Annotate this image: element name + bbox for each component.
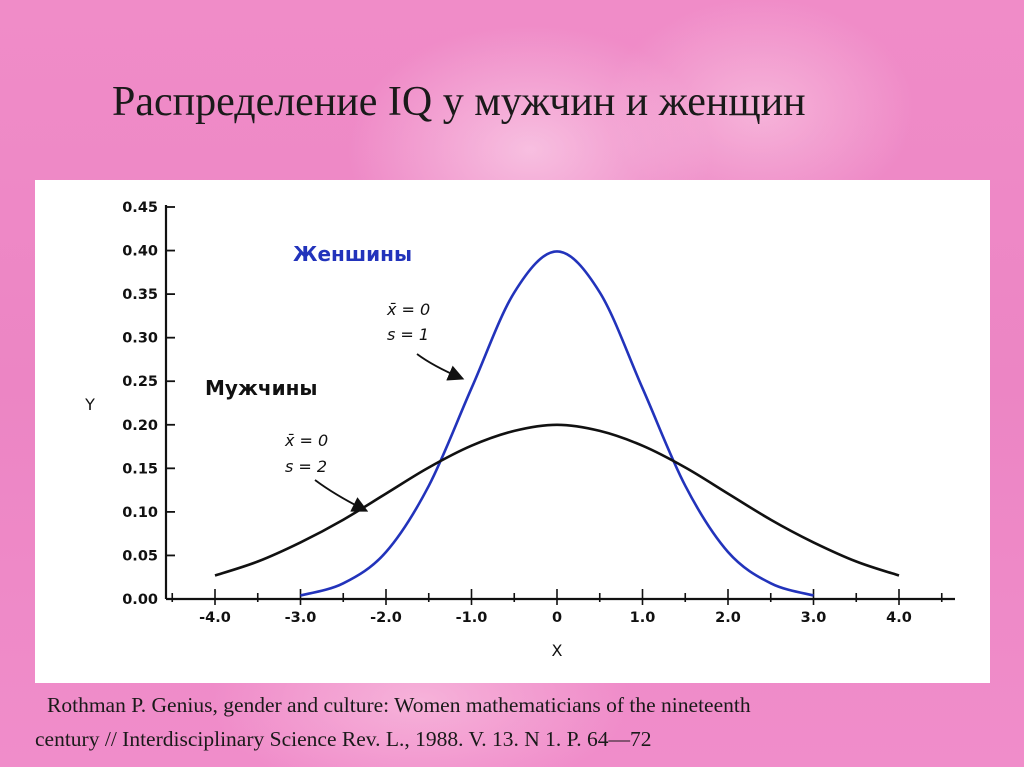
y-tick-label: 0.35	[122, 287, 158, 303]
series-line-men	[214, 423, 900, 577]
series-label-women: Женшины	[293, 242, 412, 266]
x-tick-label: -1.0	[456, 610, 488, 626]
axes: 0.00 0.05 0.10 0.15 0.20 0.25 0.30 0.35 0.40 0.45…	[84, 200, 955, 660]
x-tick-label: 1.0	[630, 610, 656, 626]
y-tick-label: 0.25	[122, 374, 158, 390]
y-tick-label: 0.00	[122, 592, 158, 608]
x-tick-label: 0	[552, 610, 562, 626]
x-axis-title: X	[552, 641, 563, 660]
series-line-women	[300, 250, 814, 597]
citation-line-1: Rothman P. Genius, gender and culture: W…	[47, 693, 751, 717]
x-tick-label: 2.0	[715, 610, 741, 626]
y-axis-title: Y	[84, 395, 95, 414]
citation-line-2: century // Interdisciplinary Science Rev…	[35, 727, 652, 751]
y-tick-label: 0.30	[122, 331, 158, 347]
women-annotation-arrow	[416, 353, 465, 381]
citation: Rothman P. Genius, gender and culture: W…	[35, 688, 995, 756]
x-tick-label: -3.0	[285, 610, 317, 626]
men-sd-label: s = 2	[285, 457, 327, 476]
women-sd-label: s = 1	[387, 325, 429, 344]
x-tick-label: 3.0	[801, 610, 827, 626]
chart-panel: 0.00 0.05 0.10 0.15 0.20 0.25 0.30 0.35 0.40 0.45…	[35, 180, 990, 683]
x-tick-label: -2.0	[370, 610, 402, 626]
series-label-men: Мужчины	[205, 376, 318, 400]
y-tick-label: 0.40	[122, 244, 158, 260]
men-mean-label: x̄ = 0	[284, 431, 328, 450]
slide-title: Распределение IQ у мужчин и женщин	[112, 79, 806, 125]
chart-svg: 0.00 0.05 0.10 0.15 0.20 0.25 0.30 0.35 0.40 0.45…	[84, 200, 955, 660]
women-mean-label: x̄ = 0	[386, 300, 430, 319]
y-tick-label: 0.15	[122, 461, 158, 477]
y-tick-label: 0.20	[122, 418, 158, 434]
x-tick-label: 4.0	[886, 610, 912, 626]
men-annotation-arrow	[314, 479, 369, 512]
annotations: Женшины Мужчины x̄ = 0 s = 1 x̄ = 0 s = …	[205, 242, 465, 512]
x-tick-label: -4.0	[199, 610, 231, 626]
y-tick-label: 0.45	[122, 200, 158, 216]
series-layer	[214, 250, 900, 597]
y-tick-label: 0.05	[122, 548, 158, 564]
y-tick-label: 0.10	[122, 505, 158, 521]
